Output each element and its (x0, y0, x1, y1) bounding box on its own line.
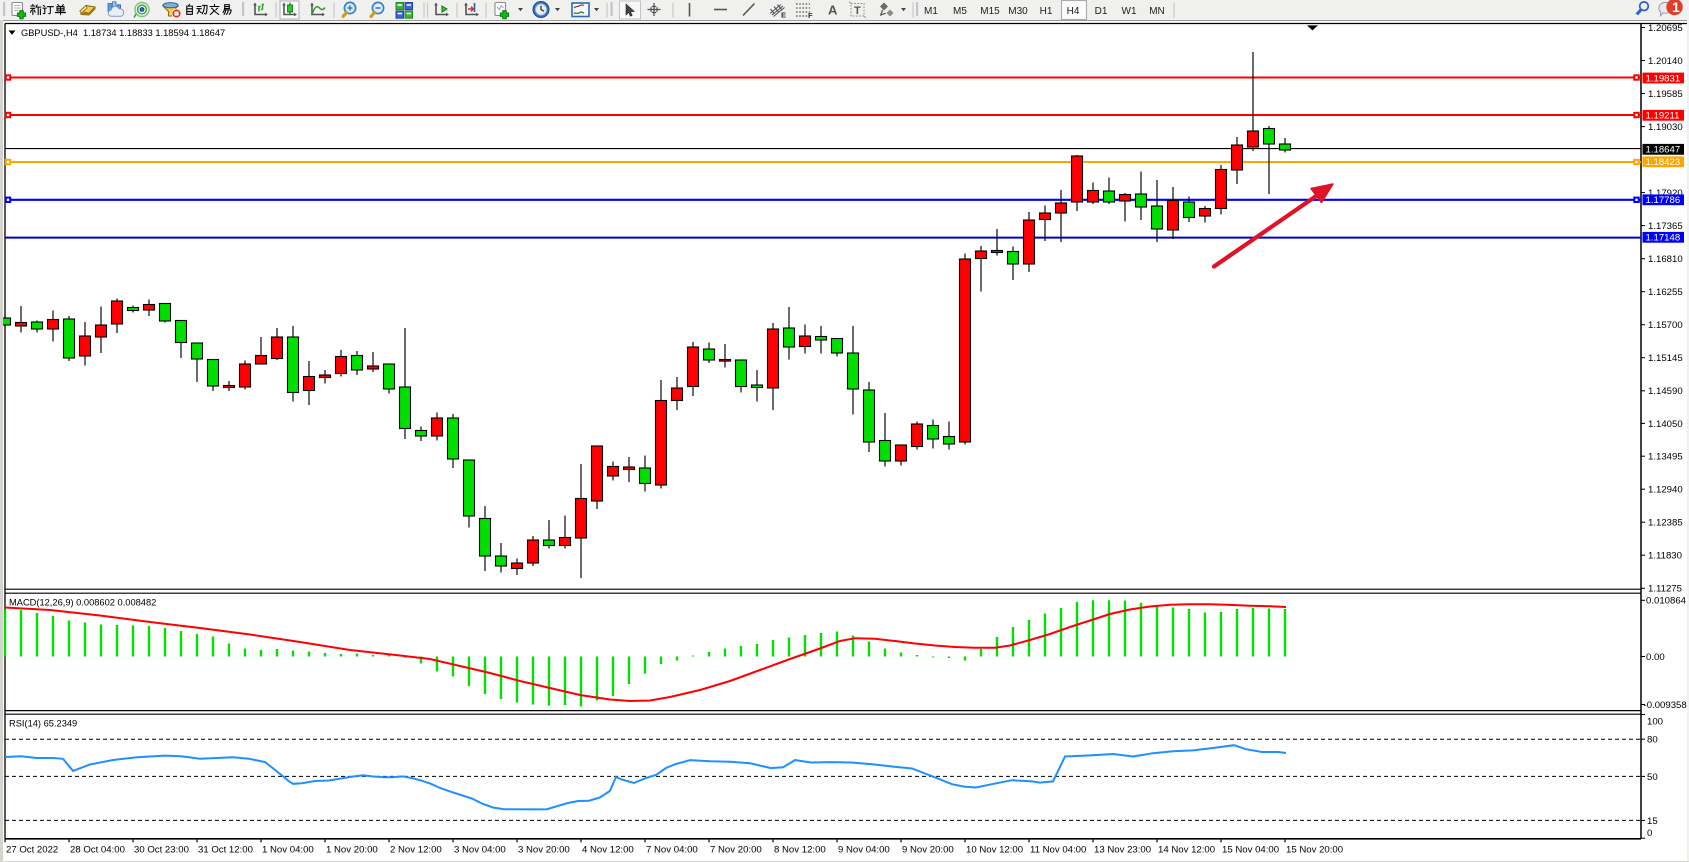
svg-text:8 Nov 12:00: 8 Nov 12:00 (774, 845, 826, 856)
svg-text:1.15700: 1.15700 (1648, 320, 1683, 331)
svg-text:1.17148: 1.17148 (1646, 233, 1681, 244)
svg-text:-0.009358: -0.009358 (1644, 700, 1687, 711)
svg-text:D1: D1 (1095, 6, 1108, 17)
svg-text:1.19831: 1.19831 (1646, 73, 1681, 84)
svg-text:100: 100 (1647, 716, 1663, 727)
svg-text:1.16810: 1.16810 (1648, 254, 1683, 265)
svg-text:1.15145: 1.15145 (1648, 353, 1683, 364)
svg-text:11 Nov 04:00: 11 Nov 04:00 (1030, 845, 1086, 856)
svg-text:15: 15 (1647, 816, 1658, 827)
svg-text:F: F (808, 11, 813, 20)
svg-text:28 Oct 04:00: 28 Oct 04:00 (70, 845, 125, 856)
svg-text:M1: M1 (924, 6, 938, 17)
svg-text:1.11275: 1.11275 (1648, 584, 1682, 595)
svg-text:1.20140: 1.20140 (1648, 56, 1683, 67)
svg-text:27 Oct 2022: 27 Oct 2022 (6, 845, 58, 856)
svg-text:1.14050: 1.14050 (1648, 419, 1683, 430)
svg-text:MACD(12,26,9) 0.008602 0.00848: MACD(12,26,9) 0.008602 0.008482 (9, 598, 156, 608)
svg-text:0.00: 0.00 (1646, 652, 1665, 663)
svg-text:10 Nov 12:00: 10 Nov 12:00 (966, 845, 1023, 856)
svg-text:3 Nov 20:00: 3 Nov 20:00 (518, 845, 570, 856)
svg-text:1.13495: 1.13495 (1648, 452, 1683, 463)
svg-text:1.17365: 1.17365 (1648, 221, 1683, 232)
svg-text:1.19030: 1.19030 (1648, 122, 1683, 133)
svg-text:1.17920: 1.17920 (1648, 188, 1683, 199)
svg-text:31 Oct 12:00: 31 Oct 12:00 (198, 845, 253, 856)
svg-text:15 Nov 20:00: 15 Nov 20:00 (1286, 845, 1343, 856)
svg-text:3 Nov 04:00: 3 Nov 04:00 (454, 845, 506, 856)
svg-text:4 Nov 12:00: 4 Nov 12:00 (582, 845, 634, 856)
svg-text:30 Oct 23:00: 30 Oct 23:00 (134, 845, 189, 856)
svg-text:0.010864: 0.010864 (1646, 596, 1687, 607)
svg-text:H1: H1 (1040, 6, 1053, 17)
svg-text:M15: M15 (980, 6, 1000, 17)
svg-text:1.17786: 1.17786 (1646, 195, 1681, 206)
svg-text:1.12385: 1.12385 (1648, 518, 1683, 529)
svg-text:14 Nov 12:00: 14 Nov 12:00 (1158, 845, 1215, 856)
svg-text:15 Nov 04:00: 15 Nov 04:00 (1222, 845, 1279, 856)
svg-text:M5: M5 (953, 6, 967, 17)
svg-text:RSI(14) 65.2349: RSI(14) 65.2349 (9, 719, 77, 729)
svg-text:T: T (854, 5, 861, 17)
svg-text:1: 1 (1672, 0, 1680, 15)
svg-text:1 Nov 20:00: 1 Nov 20:00 (326, 845, 378, 856)
svg-text:80: 80 (1647, 735, 1658, 746)
svg-text:50: 50 (1647, 772, 1658, 783)
svg-text:7 Nov 04:00: 7 Nov 04:00 (646, 845, 698, 856)
svg-text:GBPUSD-,H4 1.18734 1.18833 1.: GBPUSD-,H4 1.18734 1.18833 1.18594 1.186… (21, 28, 225, 38)
svg-text:9 Nov 20:00: 9 Nov 20:00 (902, 845, 954, 856)
svg-text:1.18647: 1.18647 (1646, 145, 1681, 156)
svg-text:E: E (781, 11, 786, 20)
svg-text:13 Nov 23:00: 13 Nov 23:00 (1094, 845, 1151, 856)
svg-text:1.16255: 1.16255 (1648, 287, 1683, 298)
svg-text:0: 0 (1647, 828, 1652, 839)
svg-text:7 Nov 20:00: 7 Nov 20:00 (710, 845, 762, 856)
svg-text:1.20695: 1.20695 (1648, 23, 1683, 34)
svg-text:1.12940: 1.12940 (1648, 485, 1683, 496)
svg-text:A: A (828, 3, 838, 18)
svg-text:1.14590: 1.14590 (1648, 386, 1683, 397)
svg-text:1.11830: 1.11830 (1648, 551, 1682, 562)
svg-text:MN: MN (1149, 6, 1165, 17)
svg-text:1.18423: 1.18423 (1646, 157, 1681, 168)
svg-text:1 Nov 04:00: 1 Nov 04:00 (262, 845, 314, 856)
svg-text:1.19585: 1.19585 (1648, 89, 1683, 100)
svg-text:M30: M30 (1008, 6, 1028, 17)
svg-text:1.19211: 1.19211 (1646, 111, 1680, 122)
svg-text:2 Nov 12:00: 2 Nov 12:00 (390, 845, 442, 856)
svg-text:W1: W1 (1122, 6, 1137, 17)
svg-text:H4: H4 (1067, 6, 1080, 17)
svg-text:9 Nov 04:00: 9 Nov 04:00 (838, 845, 890, 856)
